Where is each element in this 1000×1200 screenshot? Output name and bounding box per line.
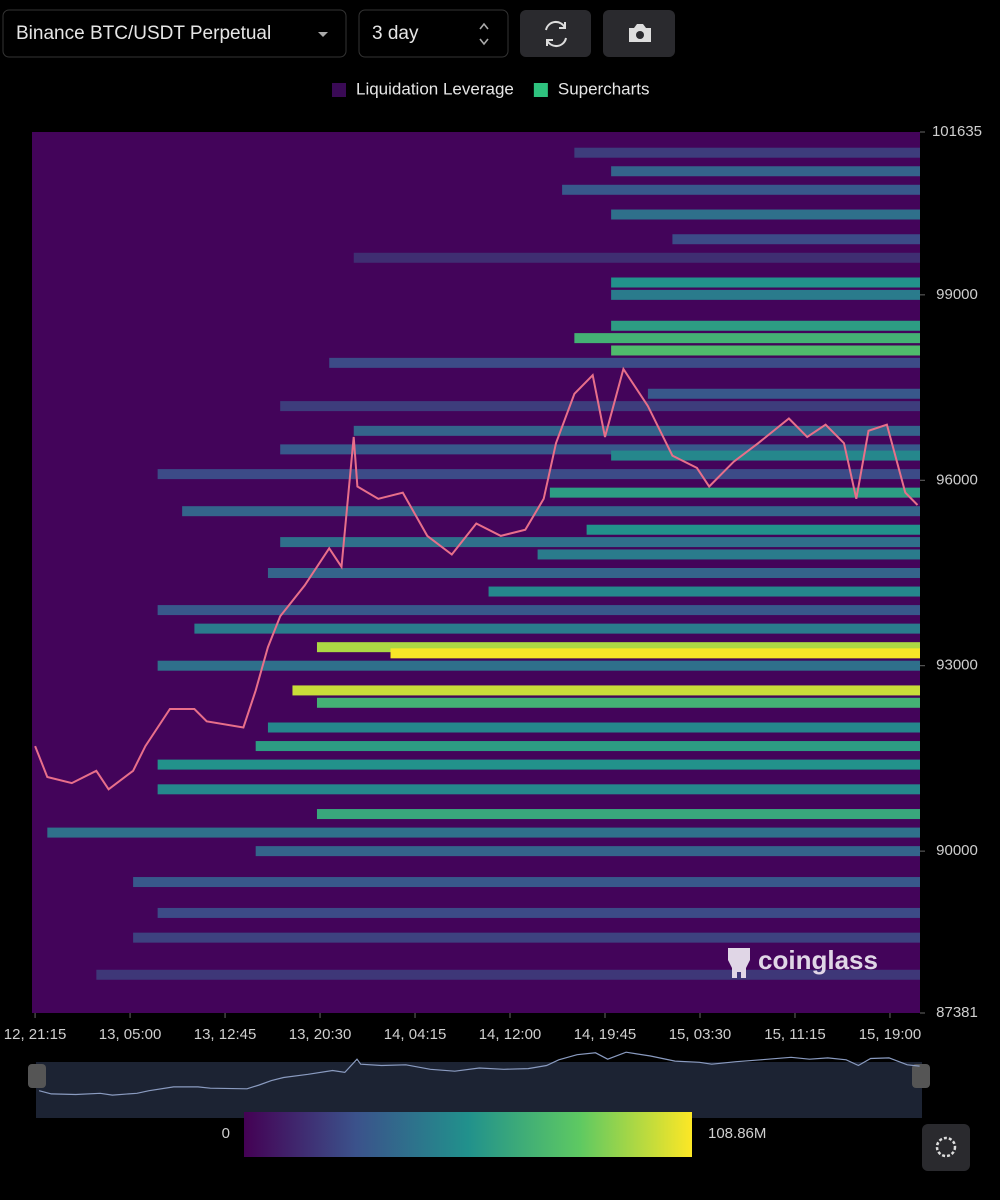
spinner: [479, 22, 489, 46]
heat-band: [611, 345, 920, 356]
x-tick-label: 13, 12:45: [194, 1026, 257, 1043]
heat-band: [537, 549, 920, 560]
heat-band: [574, 333, 920, 344]
heat-band: [280, 537, 921, 548]
refresh-button[interactable]: [520, 10, 591, 57]
heat-band: [390, 648, 921, 659]
heat-band: [549, 487, 920, 498]
x-tick-label: 15, 19:00: [859, 1026, 922, 1043]
camera-lens: [636, 31, 644, 39]
heat-band: [194, 623, 920, 634]
heat-band: [267, 722, 920, 733]
heat-band: [280, 401, 921, 412]
y-tick-label: 90000: [936, 842, 978, 859]
heat-band: [157, 660, 920, 671]
settings-icon: [935, 1136, 957, 1158]
x-tick-label: 14, 12:00: [479, 1026, 542, 1043]
heat-band: [157, 469, 920, 480]
heat-band: [611, 277, 920, 288]
x-tick-label: 13, 20:30: [289, 1026, 352, 1043]
legend-label: Liquidation Leverage: [356, 79, 514, 98]
heat-band: [611, 209, 920, 220]
heat-band: [267, 567, 920, 578]
x-tick-label: 12, 21:15: [4, 1026, 67, 1043]
price-line: [34, 366, 919, 791]
y-tick-label: 99000: [936, 286, 978, 303]
heat-band: [611, 450, 920, 461]
watermark: coinglass: [758, 945, 878, 975]
heat-band: [157, 784, 920, 795]
range-text: 3 day: [372, 23, 419, 44]
heat-band: [672, 234, 920, 245]
symbol-select[interactable]: [2, 9, 347, 58]
heat-band: [316, 642, 920, 653]
navigator-line: [38, 1051, 920, 1096]
heat-band: [611, 289, 920, 300]
caret: [318, 32, 328, 37]
x-tick-label: 13, 05:00: [99, 1026, 162, 1043]
symbol-text: Binance BTC/USDT Perpetual: [16, 23, 271, 44]
colorbar: [244, 1112, 692, 1157]
heat-band: [353, 425, 920, 436]
navigator-handle-right[interactable]: [912, 1064, 930, 1088]
heat-band: [157, 605, 920, 616]
heat-band: [157, 759, 920, 770]
heat-band: [133, 932, 920, 943]
colorbar-max: 108.86M: [708, 1125, 766, 1142]
x-tick-label: 14, 19:45: [574, 1026, 637, 1043]
heat-band: [292, 685, 921, 696]
colorbar-min: 0: [222, 1125, 230, 1142]
heat-band: [574, 147, 920, 158]
toolbar: Binance BTC/USDT Perpetual 3 day: [2, 9, 675, 58]
navigator-handle-left[interactable]: [28, 1064, 46, 1088]
legend-swatch: [533, 83, 548, 97]
legend: Liquidation Leverage Supercharts: [332, 79, 650, 98]
range-select[interactable]: [358, 9, 509, 58]
y-tick-label: 87381: [936, 1004, 978, 1021]
plot: [32, 132, 921, 1013]
legend-label: Supercharts: [558, 79, 650, 98]
heat-band: [133, 877, 920, 888]
legend-swatch: [332, 83, 346, 97]
settings-button[interactable]: [922, 1124, 970, 1171]
heat-band: [329, 357, 920, 368]
watermark-logo: [728, 948, 750, 978]
x-tick-label: 15, 03:30: [669, 1026, 732, 1043]
heat-band: [255, 741, 920, 752]
heat-band: [157, 907, 920, 918]
heat-band: [316, 697, 920, 708]
heat-band: [611, 166, 920, 177]
heat-band: [611, 320, 920, 331]
x-tick-label: 14, 04:15: [384, 1026, 447, 1043]
heat-band: [280, 444, 921, 455]
y-tick-label: 96000: [936, 471, 978, 488]
heat-band: [647, 388, 920, 399]
heat-band: [96, 969, 920, 980]
y-tick-label: 101635: [932, 123, 982, 140]
heat-band: [488, 586, 920, 597]
heat-band: [316, 809, 920, 820]
heat-band: [562, 184, 920, 195]
heat-band: [47, 827, 920, 838]
y-tick-label: 93000: [936, 657, 978, 674]
heat-band: [182, 506, 921, 517]
heat-band: [353, 252, 920, 263]
refresh-icon: [545, 20, 567, 48]
navigator[interactable]: [36, 1062, 922, 1118]
x-tick-label: 15, 11:15: [764, 1026, 825, 1043]
heat-band: [255, 846, 920, 857]
heat-band: [586, 524, 920, 535]
